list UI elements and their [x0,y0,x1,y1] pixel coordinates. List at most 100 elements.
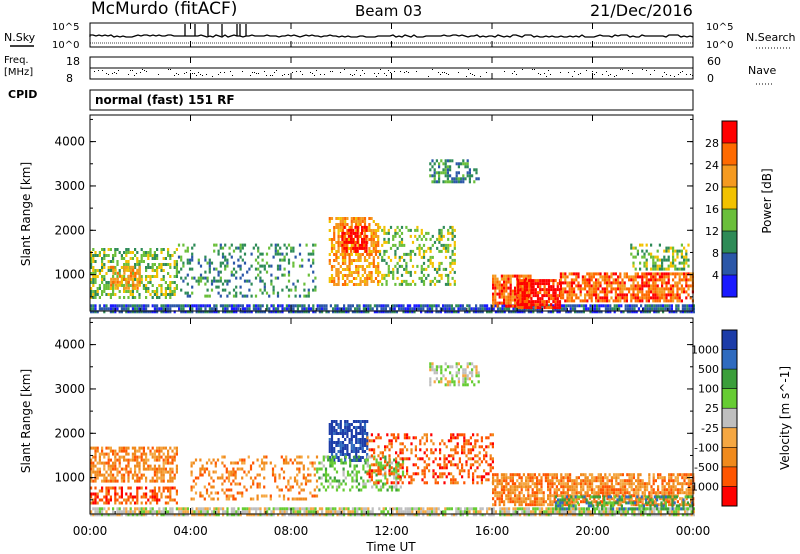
heatmap-cell [486,507,489,511]
heatmap-cell [531,476,534,480]
heatmap-cell [453,307,456,311]
heatmap-cell [182,279,185,283]
heatmap-cell [417,307,420,311]
heatmap-cell [312,507,315,511]
heatmap-cell [507,500,510,504]
heatmap-cell [636,252,639,256]
heatmap-cell [507,277,510,281]
heatmap-cell [514,485,517,489]
heatmap-cell [668,507,671,511]
heatmap-cell [444,243,448,247]
freq-label: Freq. [4,55,29,66]
heatmap-cell [149,293,152,296]
heatmap-cell [129,277,133,281]
heatmap-cell [363,432,367,435]
heatmap-cell [171,470,174,474]
heatmap-cell [305,507,308,511]
heatmap-cell [153,458,156,462]
heatmap-cell [500,494,503,498]
heatmap-cell [114,277,117,281]
heatmap-cell [370,271,373,274]
heatmap-cell [156,473,159,477]
heatmap-cell [164,310,167,314]
heatmap-cell [520,482,523,486]
heatmap-cell [650,278,653,282]
heatmap-cell [520,491,523,495]
heatmap-cell [498,295,501,299]
heatmap-cell [136,495,139,499]
heatmap-cell [178,507,181,511]
heatmap-cell [566,275,569,279]
heatmap-cell [261,310,264,314]
heatmap-cell [345,246,348,250]
heatmap-cell [339,450,342,453]
heatmap-cell [529,485,532,489]
heatmap-cell [339,453,342,456]
heatmap-cell [164,486,167,490]
heatmap-cell [250,310,253,314]
heatmap-cell [623,293,626,297]
heatmap-cell [342,473,345,477]
heatmap-cell [608,284,611,288]
heatmap-cell [460,177,463,181]
heatmap-cell [123,251,126,254]
heatmap-cell [494,286,497,290]
heatmap-cell [131,452,134,456]
heatmap-cell [617,296,620,300]
heatmap-cell [118,251,121,254]
heatmap-cell [134,266,137,269]
heatmap-cell [167,304,170,308]
heatmap-cell [451,377,454,381]
heatmap-cell [520,479,523,483]
nave-dot [642,69,643,70]
heatmap-cell [105,281,108,284]
heatmap-cell [488,513,491,517]
heatmap-cell [188,267,192,271]
heatmap-cell [149,275,152,278]
heatmap-cell [433,371,436,375]
heatmap-cell [554,288,557,292]
heatmap-cell [94,296,97,299]
heatmap-cell [530,279,533,283]
heatmap-cell [685,290,688,294]
heatmap-cell [433,304,436,308]
heatmap-cell [338,310,341,314]
heatmap-cell [527,310,530,314]
heatmap-cell [337,450,340,453]
heatmap-cell [246,294,249,298]
heatmap-cell [107,455,110,459]
nave-dot [324,74,325,75]
heatmap-cell [453,380,456,384]
heatmap-cell [330,280,334,283]
heatmap-cell [153,510,156,514]
heatmap-cell [543,303,546,307]
heatmap-cell [547,306,551,310]
heatmap-cell [350,249,353,253]
heatmap-cell [514,491,517,495]
heatmap-cell [349,307,352,311]
heatmap-cell [138,507,141,511]
heatmap-cell [107,269,110,272]
heatmap-cell [114,272,117,275]
heatmap-cell [132,283,135,287]
heatmap-cell [355,470,358,474]
heatmap-cell [468,304,471,308]
heatmap-cell [429,362,432,366]
heatmap-cell [346,447,349,450]
heatmap-cell [307,310,310,314]
heatmap-cell [328,259,331,262]
heatmap-cell [685,275,688,279]
heatmap-cell [564,281,567,285]
heatmap-cell [597,293,600,297]
heatmap-cell [429,377,432,381]
heatmap-cell [559,275,562,279]
heatmap-cell [114,476,117,480]
heatmap-cell [542,497,545,501]
heatmap-cell [132,286,135,290]
heatmap-cell [347,310,350,314]
heatmap-cell [690,513,693,517]
heatmap-cell [593,304,596,308]
heatmap-cell [575,275,578,279]
heatmap-cell [505,304,508,308]
heatmap-cell [422,255,426,259]
